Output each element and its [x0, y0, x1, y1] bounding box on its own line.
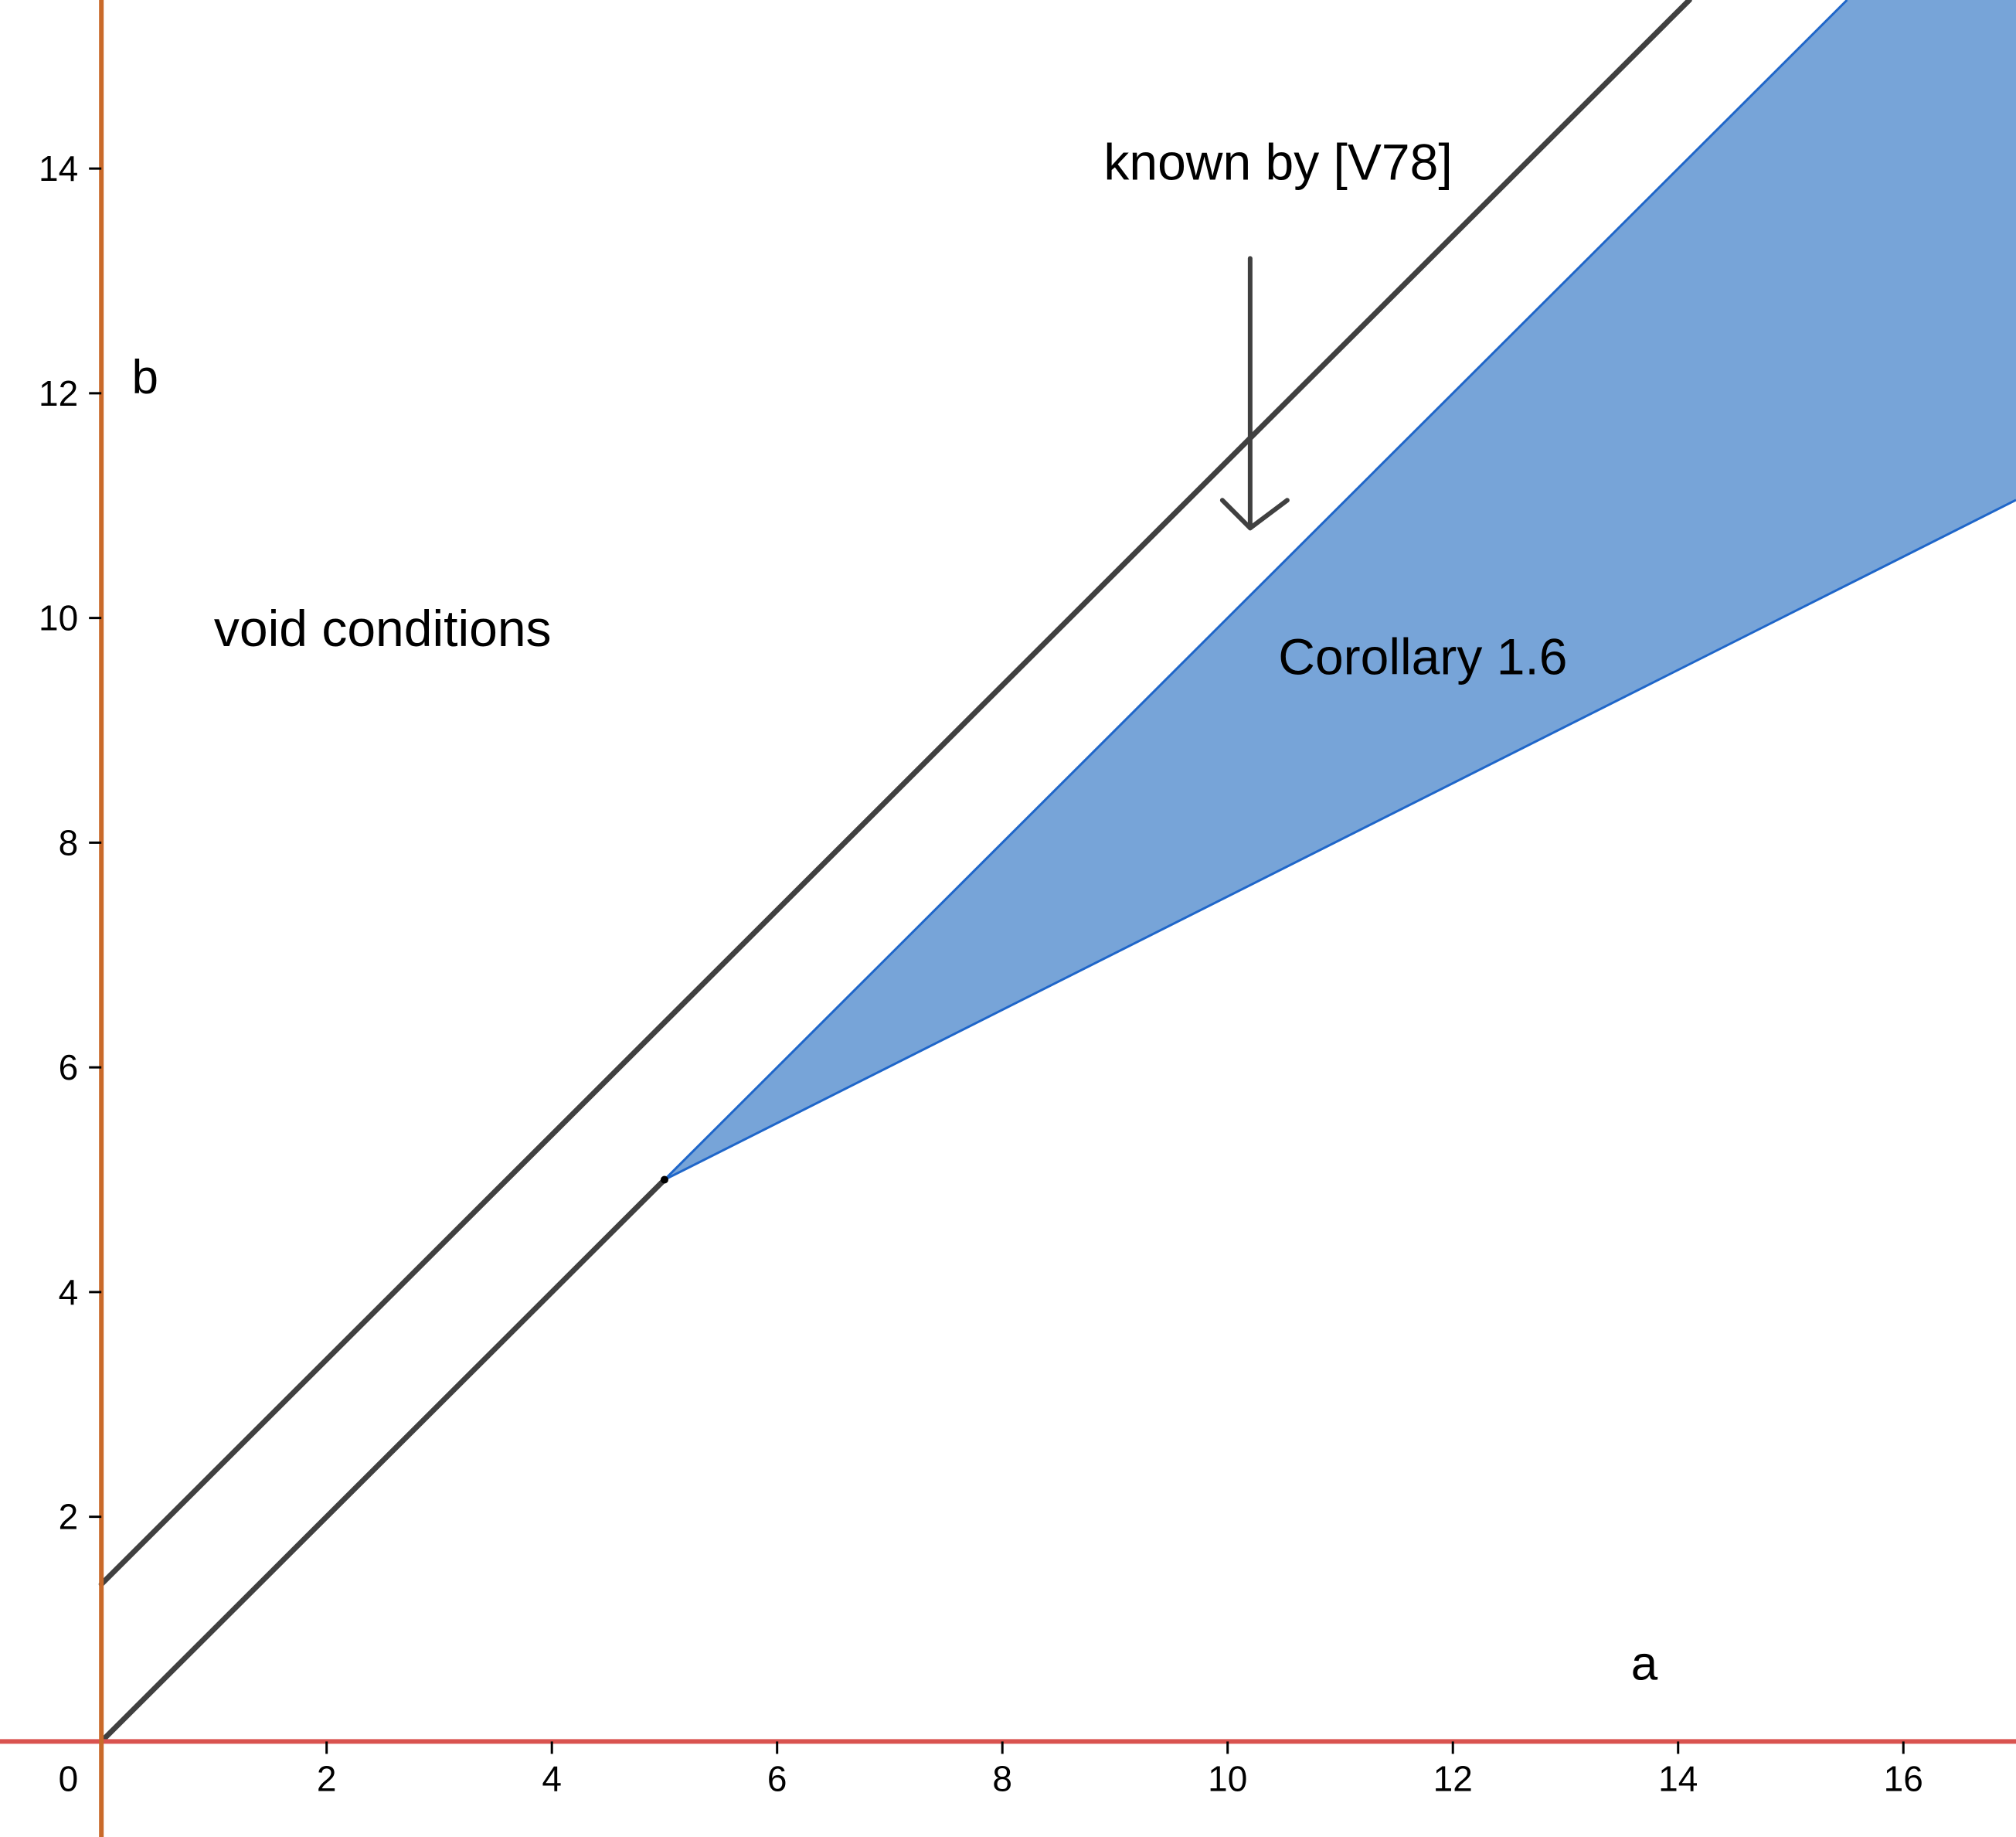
region-layer: [663, 0, 2016, 1181]
x-tick-label: 16: [1884, 1758, 1923, 1798]
y-tick-label: 6: [59, 1047, 79, 1087]
x-axis-label: a: [1631, 1637, 1658, 1690]
y-axis-label: b: [132, 351, 158, 404]
x-tick-label: 10: [1208, 1758, 1247, 1798]
origin-label: 0: [59, 1758, 79, 1798]
ticks-layer: 2 4 6 8 10 12 14 16 2 4 6 8 10 12 14 0: [39, 148, 1923, 1798]
text-layer: a b known by [V78] void conditions Corollary…: [132, 134, 1658, 1691]
region-upper-edge: [663, 0, 1848, 1181]
y-tick-label: 2: [59, 1497, 79, 1537]
y-tick-label: 12: [39, 373, 78, 413]
x-tick-label: 4: [542, 1758, 562, 1798]
arrow-head: [1219, 498, 1290, 531]
y-tick-label: 8: [59, 822, 79, 862]
line-1: [98, 0, 1692, 1587]
x-tick-label: 12: [1433, 1758, 1473, 1798]
region-lower-edge: [664, 498, 2016, 1181]
x-tick-label: 14: [1658, 1758, 1698, 1798]
annotation-1: known by [V78]: [1103, 134, 1452, 191]
arrow-layer: [1219, 256, 1290, 531]
annotation-3: Corollary 1.6: [1278, 628, 1567, 685]
x-tick-label: 8: [992, 1758, 1012, 1798]
lines-layer: [98, 0, 1692, 1744]
x-tick-label: 2: [317, 1758, 337, 1798]
y-tick-label: 14: [39, 148, 78, 189]
annotation-2: void conditions: [214, 600, 552, 657]
x-tick-label: 6: [767, 1758, 787, 1798]
vertex-point: [660, 1175, 668, 1184]
y-tick-label: 10: [39, 598, 78, 638]
corollary-region: [664, 0, 2016, 1180]
y-tick-label: 4: [59, 1272, 79, 1312]
line-2: [98, 1177, 668, 1744]
